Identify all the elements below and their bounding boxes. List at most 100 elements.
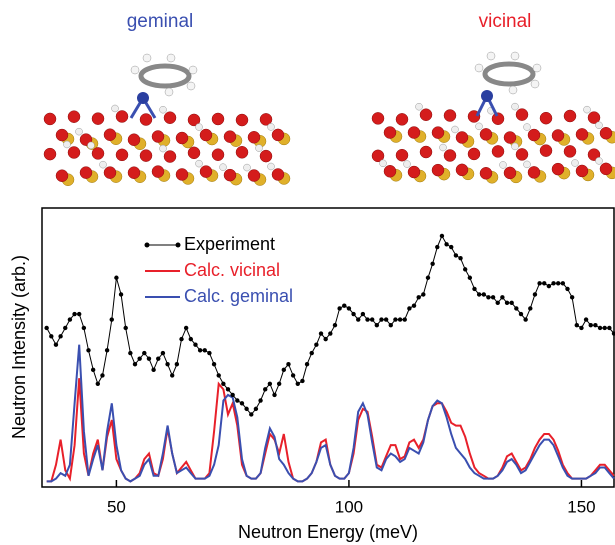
- atom: [103, 166, 117, 179]
- atom: [583, 105, 591, 114]
- atom: [186, 81, 196, 91]
- data-point: [458, 256, 463, 261]
- atom: [79, 166, 93, 179]
- atom: [499, 161, 507, 169]
- atom: [243, 163, 251, 172]
- data-point: [77, 311, 82, 317]
- data-point: [607, 325, 612, 331]
- y-axis-title: Neutron Intensity (arb.): [9, 255, 29, 439]
- atom: [431, 163, 445, 177]
- atom: [130, 65, 140, 75]
- data-point: [551, 281, 556, 286]
- atom: [595, 121, 603, 129]
- data-point: [379, 317, 384, 322]
- atom: [199, 128, 213, 142]
- atom: [523, 160, 531, 169]
- data-point: [174, 362, 180, 367]
- atom: [91, 147, 105, 160]
- atom: [163, 150, 177, 163]
- atom: [187, 113, 201, 127]
- atom: [259, 149, 273, 163]
- atom: [455, 163, 469, 177]
- data-point: [565, 286, 570, 292]
- data-point: [193, 342, 198, 347]
- atom: [271, 168, 285, 181]
- data-point: [58, 334, 63, 339]
- atom: [571, 159, 579, 167]
- atom: [575, 128, 589, 141]
- atom: [539, 144, 553, 157]
- atom: [271, 128, 285, 142]
- x-tick-label: 150: [567, 497, 595, 516]
- atom: [563, 109, 577, 123]
- atom: [159, 105, 167, 114]
- data-point: [49, 334, 54, 339]
- data-point: [523, 317, 528, 322]
- data-point: [346, 306, 352, 311]
- atom: [443, 149, 457, 162]
- data-point: [207, 350, 212, 356]
- data-point: [286, 362, 291, 367]
- data-point: [588, 322, 593, 328]
- data-point: [179, 336, 184, 342]
- atom: [503, 166, 517, 180]
- atom: [575, 164, 589, 178]
- atom: [87, 141, 95, 150]
- data-point: [300, 378, 305, 384]
- data-point: [397, 317, 403, 322]
- data-point: [263, 387, 268, 392]
- data-point: [123, 325, 128, 331]
- atom: [563, 145, 577, 158]
- atom: [599, 162, 613, 176]
- atom: [419, 145, 433, 159]
- x-tick-label: 50: [107, 497, 126, 516]
- surface-structure: [371, 102, 615, 184]
- data-point: [528, 306, 533, 311]
- data-point: [393, 317, 398, 322]
- atom: [511, 102, 519, 111]
- data-point: [518, 311, 524, 317]
- atom: [255, 144, 263, 152]
- data-point: [81, 325, 87, 331]
- data-point: [430, 261, 435, 266]
- atom: [175, 131, 189, 145]
- data-point: [211, 362, 217, 367]
- data-point: [104, 348, 110, 353]
- data-point: [425, 275, 431, 280]
- data-point: [514, 306, 519, 311]
- data-point: [351, 311, 356, 317]
- data-point: [421, 292, 426, 297]
- data-point: [151, 367, 156, 373]
- data-point: [304, 362, 310, 367]
- data-point: [53, 342, 59, 347]
- atom: [259, 113, 273, 126]
- atom: [103, 128, 117, 141]
- data-point: [486, 295, 491, 300]
- atom: [595, 157, 603, 165]
- plot-frame: [41, 207, 615, 488]
- data-point: [416, 295, 421, 300]
- atom: [403, 160, 411, 168]
- data-point: [453, 253, 459, 258]
- atom: [491, 112, 505, 125]
- atom: [43, 147, 57, 161]
- atom: [127, 133, 141, 146]
- atom: [223, 168, 237, 182]
- data-point: [249, 412, 254, 417]
- atom: [503, 131, 517, 144]
- data-point: [235, 398, 240, 403]
- atom: [139, 149, 153, 162]
- data-point: [165, 362, 170, 367]
- data-point: [602, 325, 607, 331]
- atom: [481, 90, 493, 102]
- atom: [515, 148, 529, 161]
- data-point: [476, 292, 482, 297]
- atom: [187, 146, 201, 160]
- atom: [163, 111, 177, 124]
- atom: [587, 148, 601, 161]
- series-line: [46, 234, 615, 416]
- data-point: [318, 331, 324, 336]
- data-point: [365, 317, 370, 322]
- legend-label: Calc. vicinal: [184, 260, 280, 280]
